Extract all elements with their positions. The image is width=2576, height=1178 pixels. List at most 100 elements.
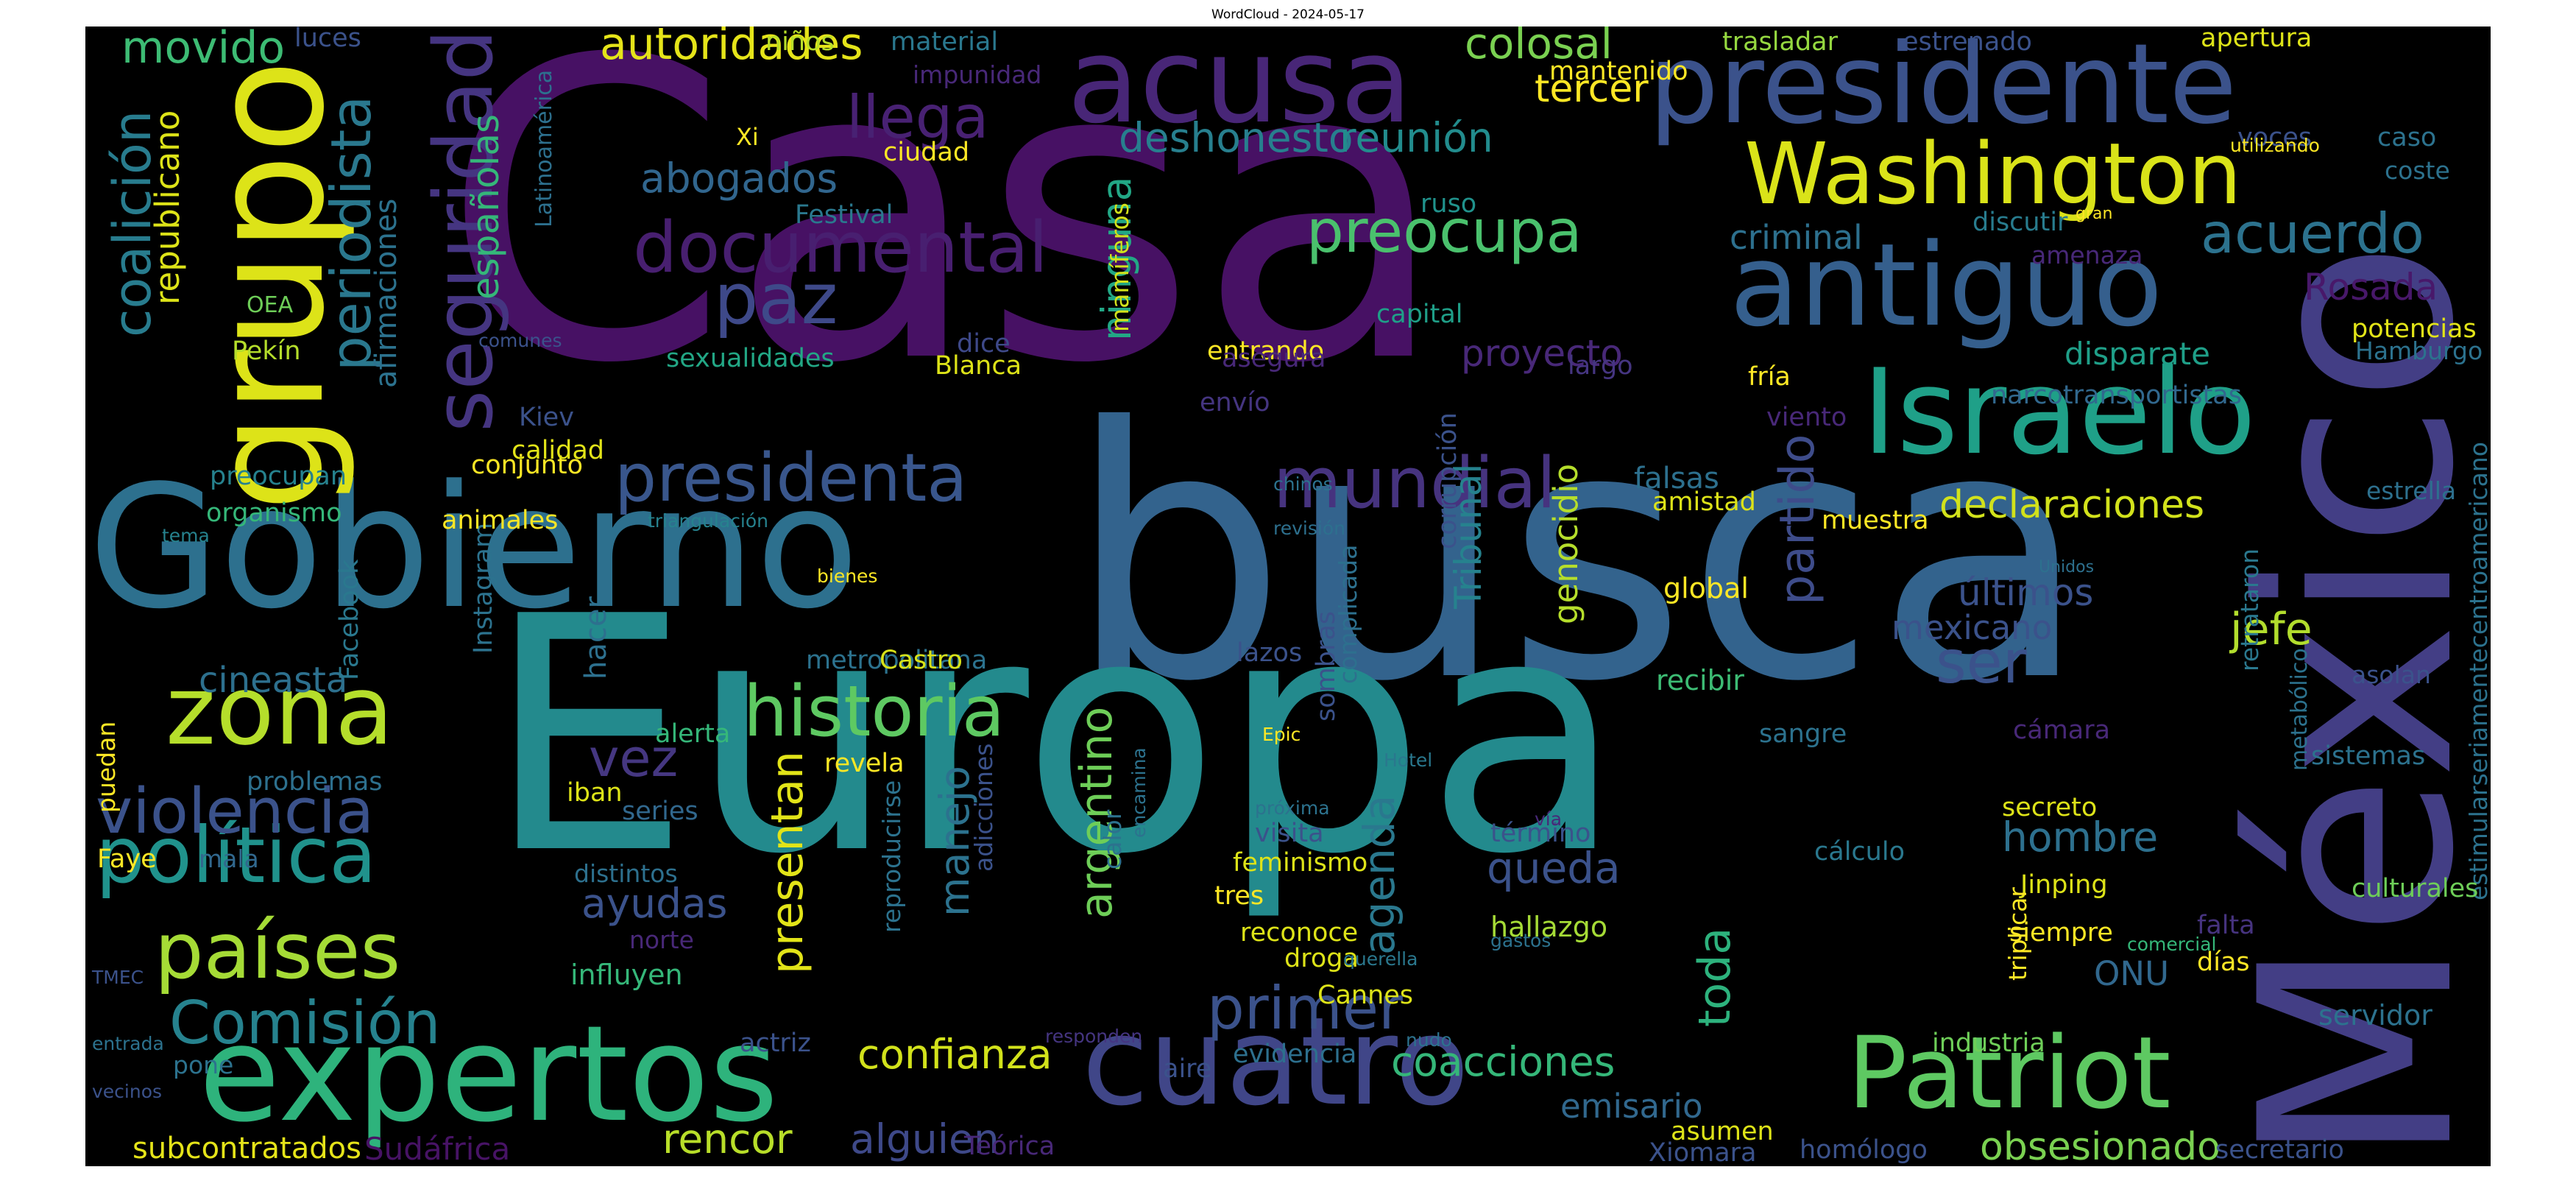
word-cloud-word: gastos [1490,930,1551,951]
word-cloud-word: Epic [1262,724,1301,745]
word-cloud-word: estrella [2366,476,2457,505]
word-cloud-word: Kiev [519,403,574,432]
chart-title: WordCloud - 2024-05-17 [1211,7,1365,22]
word-cloud-word: violencia [96,775,375,848]
word-cloud-word: sexualidades [666,344,835,373]
word-cloud-word: preocupa [1306,197,1582,266]
word-cloud-word: Pekín [232,336,301,366]
word-cloud-word: narcotransportistas [1991,381,2242,410]
word-cloud-word: discutir [1972,208,2068,237]
word-cloud-word: asolan [2352,660,2431,689]
word-cloud-word: colosal [1465,27,1613,68]
word-cloud-word: mexicano [1892,608,2053,647]
word-cloud-word: distintos [574,859,678,888]
word-cloud-word: zona [166,655,394,766]
word-cloud-word: retrataron [2235,549,2264,671]
word-cloud-word: Comisión [169,989,441,1057]
word-cloud-word: comercial [2127,934,2217,955]
word-cloud-word: servidor [2318,999,2432,1031]
word-cloud-word: calor [1098,809,1127,870]
word-cloud-word: droga [1284,944,1359,973]
word-cloud-word: vez [589,728,679,789]
word-cloud-word: término [1490,819,1591,848]
word-cloud-word: triangulación [648,510,769,532]
word-cloud-word: ciudad [883,138,970,167]
word-cloud-word: caso [2377,123,2437,152]
word-cloud-word: Xiomara [1649,1138,1757,1166]
word-cloud-word: rencor [662,1115,793,1163]
word-cloud-word: secretario [2215,1135,2344,1165]
word-cloud-word: abogados [640,155,838,202]
word-cloud-word: Casa [442,27,1450,454]
word-cloud-word: actriz [740,1029,811,1058]
word-cloud-word: acusa [1067,27,1412,149]
word-cloud-word: TMEC [92,967,144,988]
word-cloud-word: cámara [2013,716,2111,745]
word-cloud-word: genocidio [1546,463,1585,624]
word-cloud-word: emisario [1560,1087,1703,1126]
word-cloud-word: republicano [148,110,187,305]
word-cloud-word: autoridades [600,27,863,70]
word-cloud-word: historia [743,671,1005,752]
word-cloud-word: partido [1770,434,1825,605]
word-cloud-word: utilizando [2230,135,2320,156]
word-cloud-word: cálculo [1814,837,1905,867]
word-cloud-word: cuatro [1082,991,1470,1132]
word-cloud-word: potencias [2352,314,2477,344]
word-cloud-word: revela [824,749,905,778]
word-cloud-word: corrupción [1433,412,1462,549]
word-cloud-word: hombre [2002,814,2159,861]
word-cloud-word: subcontratados [132,1132,361,1165]
word-cloud-word: trasladar [1722,27,1839,57]
word-cloud-word: animales [442,506,559,535]
word-cloud-word: voces [2237,123,2313,152]
word-cloud-word: Israelo [1862,343,2257,481]
word-cloud-word: expertos [199,998,779,1151]
word-cloud-word: ONU [2094,954,2170,993]
word-cloud-word: global [1663,572,1749,604]
word-cloud-word: metabólico [2287,648,2313,771]
word-cloud-word: tema [162,525,210,546]
word-cloud-word: feminismo [1233,848,1368,878]
word-cloud-word: días [2197,948,2250,977]
word-cloud-word: largo [1568,351,1633,381]
word-cloud-word: alerta [655,719,731,749]
word-cloud-word: asumen [1671,1117,1774,1146]
word-cloud-word: afirmaciones [369,198,403,388]
word-cloud-word: Hotel [1384,750,1433,771]
word-cloud-word: antiguo [1730,219,2163,352]
word-cloud-word: Hamburgo [2355,336,2483,365]
word-cloud-word: material [891,27,999,57]
word-cloud-word: viento [1766,403,1847,432]
word-cloud-word: responden [1045,1026,1143,1047]
word-cloud-word: Blanca [935,351,1022,381]
word-cloud-word: criminal [1730,218,1863,257]
word-cloud-word: coste [2385,156,2450,185]
word-cloud-word: niños [765,27,835,57]
word-cloud-word: norte [629,925,694,954]
word-cloud-word: industria [1932,1029,2045,1058]
word-cloud-word: preocupan [210,462,347,491]
word-cloud-word: mundial [1273,443,1557,524]
word-cloud-word: falta [2197,911,2255,940]
word-cloud-word: recibir [1656,664,1744,696]
word-cloud-word: busca [1067,354,2089,757]
word-cloud-word: Washington [1744,125,2242,224]
word-cloud-word: disparate [2064,336,2210,372]
word-cloud-word: españolas [464,113,507,300]
word-cloud-word: envío [1200,388,1270,417]
word-cloud-word: presidenta [615,440,968,517]
word-cloud-word: evidencia [1233,1040,1357,1069]
word-cloud-word: impunidad [913,60,1042,89]
word-cloud-word: Gobierno [88,450,860,646]
word-cloud-word: series [622,797,698,826]
word-cloud-word: documental [633,208,1048,289]
word-cloud-word: últimos [1958,571,2094,614]
word-cloud-word: Unidos [2039,558,2095,576]
word-cloud-word: visita [1255,819,1324,848]
word-cloud-word: fría [1748,362,1791,392]
word-cloud-word: Cannes [1317,981,1414,1010]
word-cloud-word: toda [1689,927,1741,1027]
word-cloud-word: muestra [1822,506,1929,535]
word-cloud-word: obsesionado [1980,1125,2221,1166]
